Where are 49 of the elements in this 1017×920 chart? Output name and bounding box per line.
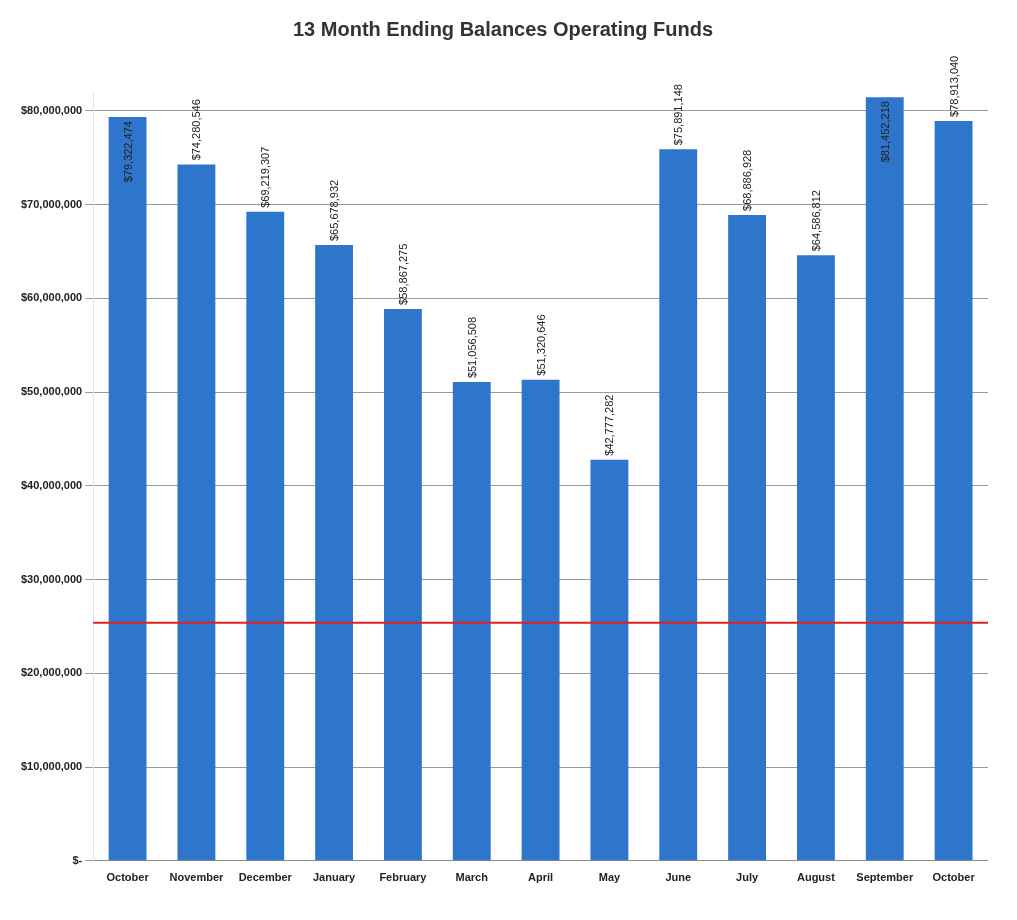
bar bbox=[315, 245, 354, 861]
x-tick-label: August bbox=[796, 871, 836, 884]
bar bbox=[108, 117, 147, 861]
data-label: $64,586,812 bbox=[809, 190, 822, 252]
x-tick-label: November bbox=[169, 871, 225, 884]
bar bbox=[177, 164, 216, 861]
x-tick-label: June bbox=[665, 871, 692, 884]
data-label: $79,322,474 bbox=[121, 121, 134, 183]
data-label: $65,678,932 bbox=[328, 179, 341, 242]
data-label: $42,777,282 bbox=[603, 394, 616, 456]
y-tick-label: $50,000,000 bbox=[21, 385, 83, 398]
data-label: $51,320,646 bbox=[534, 314, 547, 376]
x-tick-label: May bbox=[598, 871, 621, 884]
x-tick-label: October bbox=[106, 871, 150, 884]
data-label: $75,891,148 bbox=[672, 84, 685, 146]
y-tick-label: $- bbox=[72, 853, 83, 866]
chart-title: 13 Month Ending Balances Operating Funds bbox=[292, 17, 714, 40]
data-label: $68,886,928 bbox=[741, 149, 754, 211]
data-label: $74,280,546 bbox=[190, 99, 203, 161]
data-label: $58,867,275 bbox=[396, 243, 409, 305]
data-label: $51,056,508 bbox=[465, 316, 478, 379]
y-tick-label: $80,000,000 bbox=[21, 103, 83, 116]
y-tick-label: $60,000,000 bbox=[21, 291, 83, 304]
data-label: $78,913,040 bbox=[947, 55, 960, 117]
y-tick-label: $40,000,000 bbox=[21, 478, 83, 491]
y-tick-label: $70,000,000 bbox=[21, 197, 83, 210]
bar bbox=[452, 382, 491, 861]
x-tick-label: December bbox=[238, 871, 293, 884]
x-tick-label: April bbox=[528, 871, 554, 884]
y-tick-label: $30,000,000 bbox=[21, 572, 83, 585]
x-tick-label: March bbox=[455, 871, 489, 884]
y-tick-label: $10,000,000 bbox=[21, 760, 83, 773]
bar bbox=[865, 97, 904, 861]
y-tick-label: $20,000,000 bbox=[21, 666, 83, 679]
bar bbox=[659, 149, 698, 861]
data-label: $69,219,307 bbox=[259, 146, 272, 208]
bar bbox=[521, 379, 560, 861]
bar bbox=[383, 308, 422, 861]
bar bbox=[590, 459, 629, 861]
x-tick-label: October bbox=[932, 871, 976, 884]
bar bbox=[796, 255, 835, 861]
x-tick-label: January bbox=[312, 871, 357, 884]
data-label: $81,452,218 bbox=[878, 101, 891, 163]
bar bbox=[728, 214, 767, 861]
x-tick-label: July bbox=[736, 871, 759, 884]
bar bbox=[934, 120, 973, 861]
x-tick-label: September bbox=[856, 871, 914, 884]
bar bbox=[246, 211, 285, 861]
x-tick-label: February bbox=[379, 871, 428, 884]
